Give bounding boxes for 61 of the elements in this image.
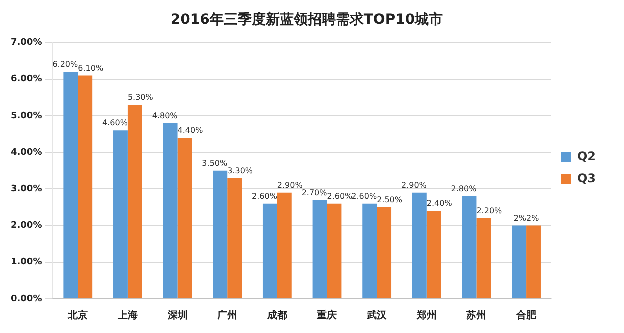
bar [228, 178, 242, 298]
data-label: 6.10% [78, 64, 104, 73]
x-tick-label: 深圳 [166, 310, 188, 322]
bar [262, 204, 278, 298]
bar [163, 123, 178, 298]
data-label: 6.20% [52, 60, 79, 70]
bar [277, 192, 292, 298]
y-tick-label: 4.00% [10, 148, 42, 158]
y-tick-label: 3.00% [10, 184, 42, 195]
bar [462, 196, 477, 298]
bar [327, 204, 342, 298]
x-tick-label: 上海 [116, 310, 138, 322]
bar [312, 200, 328, 298]
bar [178, 138, 192, 298]
bar [476, 218, 492, 298]
legend-label: Q3 [577, 172, 596, 186]
bar [377, 208, 392, 298]
data-label: 4.80% [152, 111, 178, 120]
x-tick-label: 重庆 [316, 310, 338, 322]
data-label: 3.50% [202, 158, 228, 168]
bar [362, 204, 378, 298]
data-label: 3.30% [228, 166, 254, 176]
x-tick-label: 广州 [216, 310, 238, 322]
data-label: 2.90% [401, 180, 428, 190]
data-label: 2.60% [352, 192, 378, 201]
data-label: 4.40% [178, 126, 204, 136]
x-tick-label: 北京 [67, 310, 88, 322]
legend-label: Q2 [577, 150, 596, 164]
x-tick-label: 合肥 [516, 310, 538, 322]
bar [426, 211, 442, 298]
bar [114, 130, 128, 298]
bar [128, 105, 142, 298]
bar [213, 170, 228, 298]
y-tick-label: 6.00% [10, 74, 42, 85]
data-label: 5.30% [128, 93, 154, 102]
bar [64, 72, 78, 298]
data-label: 2% [526, 214, 540, 223]
data-label: 2% [514, 214, 527, 223]
x-tick-label: 武汉 [366, 310, 388, 322]
data-label: 2.20% [476, 206, 503, 216]
y-tick-label: 5.00% [10, 111, 42, 122]
bar [526, 226, 541, 298]
data-label: 2.90% [277, 180, 304, 190]
data-label: 2.80% [451, 184, 478, 194]
bar [412, 192, 427, 298]
data-label: 2.60% [252, 192, 278, 201]
data-label: 2.40% [426, 199, 453, 208]
data-label: 2.70% [302, 188, 328, 198]
bar [512, 226, 527, 298]
data-label: 2.60% [327, 192, 354, 201]
bar [78, 76, 93, 298]
data-label: 2.50% [377, 196, 403, 205]
x-tick-label: 郑州 [416, 310, 437, 322]
y-tick-label: 2.00% [10, 221, 42, 232]
data-label: 4.60% [102, 118, 128, 128]
x-tick-label: 苏州 [466, 310, 487, 322]
chart-title: 2016年三季度新蓝领招聘需求TOP10城市 [170, 11, 444, 28]
y-tick-label: 7.00% [10, 38, 42, 48]
y-tick-label: 0.00% [10, 294, 42, 304]
x-tick-label: 成都 [266, 310, 288, 322]
y-tick-label: 1.00% [10, 258, 42, 268]
